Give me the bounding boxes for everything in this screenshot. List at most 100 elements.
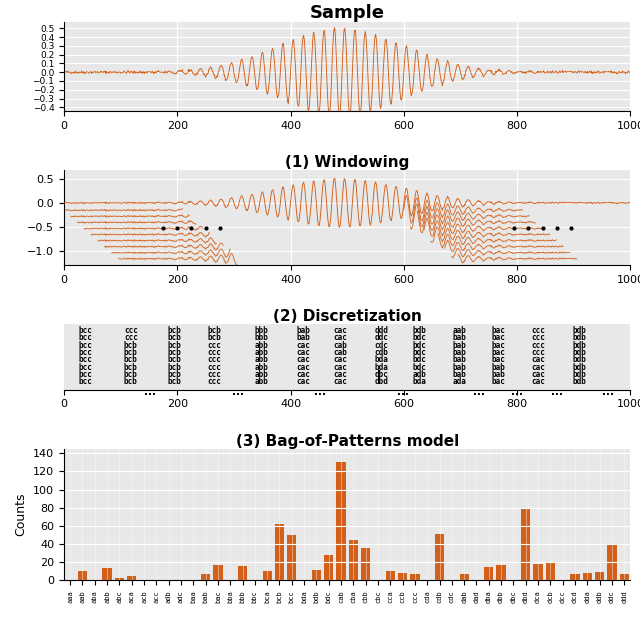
Text: bdb: bdb bbox=[573, 370, 586, 379]
Text: bcb: bcb bbox=[168, 363, 181, 372]
Text: bdb: bdb bbox=[573, 355, 586, 365]
Bar bbox=[435, 534, 444, 580]
Text: bdc: bdc bbox=[413, 333, 427, 342]
Text: bcb: bcb bbox=[207, 333, 221, 342]
Text: bcb: bcb bbox=[168, 340, 181, 350]
Bar bbox=[102, 568, 112, 580]
Text: bab: bab bbox=[452, 340, 467, 350]
Bar bbox=[386, 571, 395, 580]
Text: bac: bac bbox=[492, 333, 506, 342]
Text: bcb: bcb bbox=[124, 363, 138, 372]
Text: cac: cac bbox=[296, 355, 310, 365]
Text: ddd: ddd bbox=[374, 327, 388, 335]
Text: cac: cac bbox=[296, 377, 310, 386]
Text: bdc: bdc bbox=[413, 340, 427, 350]
Text: ...: ... bbox=[144, 387, 156, 397]
Text: bdb: bdb bbox=[573, 333, 586, 342]
Text: bdb: bdb bbox=[573, 348, 586, 357]
Text: cac: cac bbox=[532, 363, 545, 372]
Text: bbb: bbb bbox=[254, 327, 268, 335]
Bar bbox=[78, 571, 87, 580]
Text: aab: aab bbox=[452, 327, 467, 335]
Text: bcb: bcb bbox=[124, 340, 138, 350]
Bar bbox=[262, 571, 272, 580]
Y-axis label: Counts: Counts bbox=[15, 493, 28, 536]
Text: ddc: ddc bbox=[374, 333, 388, 342]
Text: bcb: bcb bbox=[124, 355, 138, 365]
Text: cac: cac bbox=[296, 370, 310, 379]
Text: cac: cac bbox=[296, 348, 310, 357]
Text: bcc: bcc bbox=[79, 327, 92, 335]
Text: bcb: bcb bbox=[168, 327, 181, 335]
Text: ...: ... bbox=[397, 387, 409, 397]
Text: adb: adb bbox=[413, 370, 427, 379]
Text: bda: bda bbox=[413, 377, 427, 386]
Text: cdc: cdc bbox=[374, 340, 388, 350]
Text: ccc: ccc bbox=[124, 327, 138, 335]
Text: bac: bac bbox=[492, 355, 506, 365]
Text: bab: bab bbox=[452, 348, 467, 357]
Text: bac: bac bbox=[492, 348, 506, 357]
Text: bda: bda bbox=[374, 363, 388, 372]
Bar bbox=[275, 524, 284, 580]
Bar bbox=[337, 462, 346, 580]
Text: bdb: bdb bbox=[573, 340, 586, 350]
Text: ...: ... bbox=[602, 387, 614, 397]
Bar bbox=[349, 540, 358, 580]
Bar bbox=[213, 565, 223, 580]
Text: ada: ada bbox=[452, 377, 467, 386]
Text: bcb: bcb bbox=[124, 370, 138, 379]
Text: cac: cac bbox=[333, 363, 348, 372]
Text: bab: bab bbox=[492, 370, 506, 379]
Text: abb: abb bbox=[254, 363, 268, 372]
Text: bab: bab bbox=[452, 370, 467, 379]
Text: bac: bac bbox=[492, 377, 506, 386]
Bar bbox=[127, 576, 136, 580]
Text: bcb: bcb bbox=[168, 377, 181, 386]
Text: ccc: ccc bbox=[207, 355, 221, 365]
Text: bdb: bdb bbox=[573, 327, 586, 335]
Text: ccc: ccc bbox=[207, 370, 221, 379]
Text: bcb: bcb bbox=[168, 355, 181, 365]
Text: bab: bab bbox=[452, 363, 467, 372]
Text: abb: abb bbox=[254, 340, 268, 350]
Text: bda: bda bbox=[374, 355, 388, 365]
Text: cac: cac bbox=[296, 340, 310, 350]
Bar bbox=[607, 544, 616, 580]
Bar bbox=[533, 564, 543, 580]
Text: bab: bab bbox=[452, 333, 467, 342]
Text: bcc: bcc bbox=[79, 348, 92, 357]
Text: bcb: bcb bbox=[168, 370, 181, 379]
Text: cab: cab bbox=[333, 348, 348, 357]
Bar bbox=[460, 574, 468, 580]
Text: ccc: ccc bbox=[207, 340, 221, 350]
Bar bbox=[410, 574, 420, 580]
Bar bbox=[287, 535, 296, 580]
Bar bbox=[595, 572, 604, 580]
Text: cac: cac bbox=[333, 377, 348, 386]
Text: ccc: ccc bbox=[532, 327, 545, 335]
Text: cac: cac bbox=[296, 363, 310, 372]
Text: abb: abb bbox=[254, 370, 268, 379]
Text: bac: bac bbox=[492, 327, 506, 335]
Bar bbox=[324, 555, 333, 580]
Text: bab: bab bbox=[296, 333, 310, 342]
Text: bcb: bcb bbox=[124, 377, 138, 386]
Bar bbox=[201, 574, 210, 580]
Text: ccc: ccc bbox=[207, 348, 221, 357]
Text: cab: cab bbox=[333, 340, 348, 350]
Bar bbox=[398, 573, 407, 580]
Bar bbox=[312, 570, 321, 580]
Bar bbox=[484, 567, 493, 580]
Text: ccc: ccc bbox=[124, 333, 138, 342]
Text: ccc: ccc bbox=[532, 333, 545, 342]
Bar bbox=[546, 562, 555, 580]
Text: bdc: bdc bbox=[413, 355, 427, 365]
Text: bdb: bdb bbox=[573, 363, 586, 372]
Text: ...: ... bbox=[551, 387, 563, 397]
Text: bcb: bcb bbox=[168, 348, 181, 357]
Text: ccc: ccc bbox=[532, 348, 545, 357]
Bar bbox=[570, 574, 580, 580]
Text: cac: cac bbox=[333, 355, 348, 365]
Text: ...: ... bbox=[232, 387, 244, 397]
